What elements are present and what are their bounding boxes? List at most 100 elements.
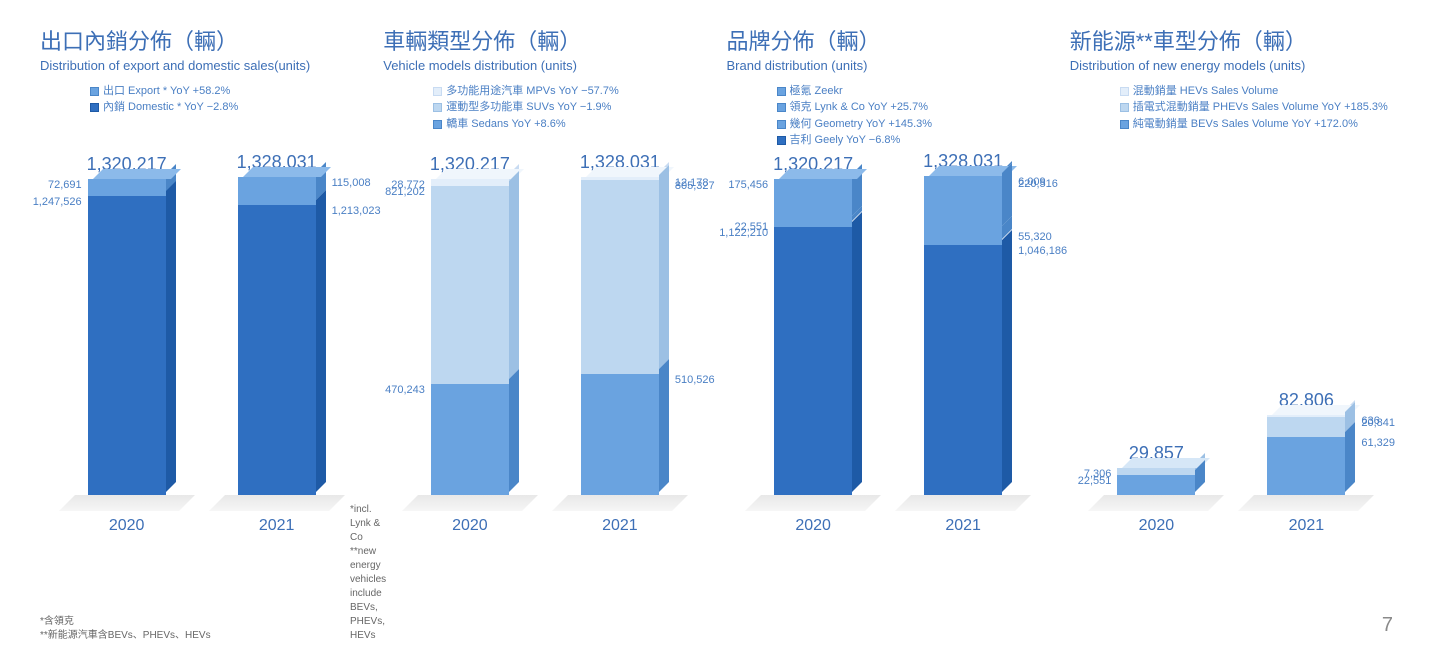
- bar-segment: 175,456: [774, 179, 852, 221]
- panel-title-zh: 新能源**車型分佈（輛）: [1070, 24, 1393, 56]
- bar-segment: 55,320: [924, 231, 1002, 244]
- bar-segment: 20,841: [1267, 417, 1345, 437]
- legend-item: 運動型多功能車 SUVs YoY −1.9%: [433, 99, 706, 116]
- bar-floor: [1088, 495, 1224, 511]
- legend-item: 混動銷量 HEVs Sales Volume: [1120, 83, 1393, 100]
- legend-swatch: [90, 87, 99, 96]
- legend-item: 極氪 Zeekr: [777, 83, 1050, 100]
- legend-swatch: [777, 87, 786, 96]
- bar-segment: 7,306: [1117, 468, 1195, 475]
- bar-segment: 1,122,210: [774, 227, 852, 497]
- bar-segment: 28,772: [431, 179, 509, 186]
- legend-label: 運動型多功能車 SUVs YoY −1.9%: [446, 99, 611, 116]
- legend-swatch: [1120, 120, 1129, 129]
- bar-group: 1,328,031115,0081,213,0232021: [222, 152, 332, 535]
- segment-value-label: 220,516: [1002, 178, 1058, 190]
- panel-title-en: Vehicle models distribution (units): [383, 58, 706, 75]
- bar-segment: 1,247,526: [88, 196, 166, 497]
- legend: 出口 Export * YoY +58.2%內銷 Domestic * YoY …: [90, 83, 363, 116]
- legend-swatch: [1120, 87, 1129, 96]
- bar-group: 82,80663620,84161,3292021: [1251, 390, 1361, 535]
- legend-label: 領克 Lynk & Co YoY +25.7%: [790, 99, 929, 116]
- bar-group: 1,328,03112,178805,327510,5262021: [565, 152, 675, 535]
- segment-value-label: 1,213,023: [316, 205, 381, 217]
- legend-label: 轎車 Sedans YoY +8.6%: [446, 116, 565, 133]
- footnote-line: **new energy vehicles include BEVs, PHEV…: [350, 545, 386, 643]
- chart-area: 29,8577,30622,551202082,80663620,84161,3…: [1070, 155, 1393, 535]
- segment-value-label: 61,329: [1345, 437, 1395, 449]
- chart-area: 1,320,21728,772821,202470,24320201,328,0…: [383, 155, 706, 535]
- bar-segment: 22,551: [1117, 475, 1195, 497]
- legend-swatch: [1120, 103, 1129, 112]
- bar-group: 29,8577,30622,5512020: [1101, 443, 1211, 535]
- year-label: 2020: [1139, 517, 1175, 535]
- bar-floor: [745, 495, 881, 511]
- legend-swatch: [90, 103, 99, 112]
- chart-area: 1,320,21772,6911,247,52620201,328,031115…: [40, 155, 363, 535]
- year-label: 2021: [1289, 517, 1325, 535]
- segment-value-label: 1,122,210: [719, 227, 774, 239]
- chart-panel-vehicle_models: 車輛類型分佈（輛）Vehicle models distribution (un…: [383, 24, 706, 535]
- bar-floor: [209, 495, 345, 511]
- bar-segment: 1,046,186: [924, 245, 1002, 497]
- legend: 混動銷量 HEVs Sales Volume插電式混動銷量 PHEVs Sale…: [1120, 83, 1393, 133]
- chart-panel-brand: 品牌分佈（輛） Brand distribution (units) 極氪 Zeek…: [727, 24, 1050, 535]
- legend-label: 出口 Export * YoY +58.2%: [103, 83, 230, 100]
- bar-group: 1,320,21728,772821,202470,2432020: [415, 154, 525, 535]
- legend-label: 幾何 Geometry YoY +145.3%: [790, 116, 933, 133]
- segment-value-label: 22,551: [1078, 475, 1118, 487]
- year-label: 2021: [945, 517, 981, 535]
- panel-title-en: Brand distribution (units): [727, 58, 1050, 75]
- legend-item: 轎車 Sedans YoY +8.6%: [433, 116, 706, 133]
- segment-value-label: 470,243: [385, 384, 431, 396]
- chart-panel-new_energy: 新能源**車型分佈（輛） Distribution of new energy m…: [1070, 24, 1393, 535]
- year-label: 2021: [259, 517, 295, 535]
- bar-group: 1,320,21772,6911,247,5262020: [72, 154, 182, 535]
- panel-title-en: Distribution of new energy models (units…: [1070, 58, 1393, 75]
- stacked-column: 175,45622,5511,122,210: [774, 179, 852, 497]
- bar-segment: 115,008: [238, 177, 316, 205]
- stacked-column: 12,178805,327510,526: [581, 177, 659, 497]
- legend-label: 吉利 Geely YoY −6.8%: [790, 132, 901, 149]
- bar-segment: 821,202: [431, 186, 509, 384]
- stacked-column: 28,772821,202470,243: [431, 179, 509, 497]
- bar-group: 1,320,217175,45622,5511,122,2102020: [758, 154, 868, 535]
- legend-item: 多功能用途汽車 MPVs YoY −57.7%: [433, 83, 706, 100]
- legend-label: 多功能用途汽車 MPVs YoY −57.7%: [446, 83, 619, 100]
- legend-item: 領克 Lynk & Co YoY +25.7%: [777, 99, 1050, 116]
- legend-label: 極氪 Zeekr: [790, 83, 843, 100]
- legend-label: 插電式混動銷量 PHEVs Sales Volume YoY +185.3%: [1133, 99, 1388, 116]
- legend-swatch: [433, 103, 442, 112]
- bar-segment: 1,213,023: [238, 205, 316, 497]
- chart-panel-export_domestic: 出口內銷分佈（輛）Distribution of export and dome…: [40, 24, 363, 535]
- chart-area: 1,320,217175,45622,5511,122,21020201,328…: [727, 155, 1050, 535]
- panel-title-zh: 出口內銷分佈（輛）: [40, 24, 363, 56]
- stacked-column: 63620,84161,329: [1267, 415, 1345, 497]
- segment-value-label: 72,691: [48, 179, 88, 191]
- stacked-column: 115,0081,213,023: [238, 177, 316, 497]
- year-label: 2020: [452, 517, 488, 535]
- segment-value-label: 115,008: [316, 177, 371, 189]
- bar-segment: 72,691: [88, 179, 166, 197]
- segment-value-label: 821,202: [385, 186, 431, 198]
- legend-item: 插電式混動銷量 PHEVs Sales Volume YoY +185.3%: [1120, 99, 1393, 116]
- legend-item: 幾何 Geometry YoY +145.3%: [777, 116, 1050, 133]
- bar-segment: 805,327: [581, 180, 659, 374]
- segment-value-label: 510,526: [659, 374, 715, 386]
- page-number: 7: [1382, 614, 1393, 637]
- legend-swatch: [777, 103, 786, 112]
- segment-value-label: 175,456: [728, 179, 774, 191]
- footnote-line: *incl. Lynk & Co: [350, 503, 386, 545]
- bar-segment: 220,516: [924, 178, 1002, 231]
- legend: 多功能用途汽車 MPVs YoY −57.7%運動型多功能車 SUVs YoY …: [433, 83, 706, 133]
- footnote-line: **新能源汽車含BEVs、PHEVs、HEVs: [40, 629, 211, 643]
- segment-value-label: 805,327: [659, 180, 715, 192]
- panel-title-zh: 品牌分佈（輛）: [727, 24, 1050, 56]
- bar-floor: [402, 495, 538, 511]
- legend-item: 內銷 Domestic * YoY −2.8%: [90, 99, 363, 116]
- legend-item: 吉利 Geely YoY −6.8%: [777, 132, 1050, 149]
- legend-item: 純電動銷量 BEVs Sales Volume YoY +172.0%: [1120, 116, 1393, 133]
- bar-floor: [59, 495, 195, 511]
- bar-group: 1,328,0316,009220,51655,3201,046,1862021: [908, 151, 1018, 535]
- stacked-column: 72,6911,247,526: [88, 179, 166, 497]
